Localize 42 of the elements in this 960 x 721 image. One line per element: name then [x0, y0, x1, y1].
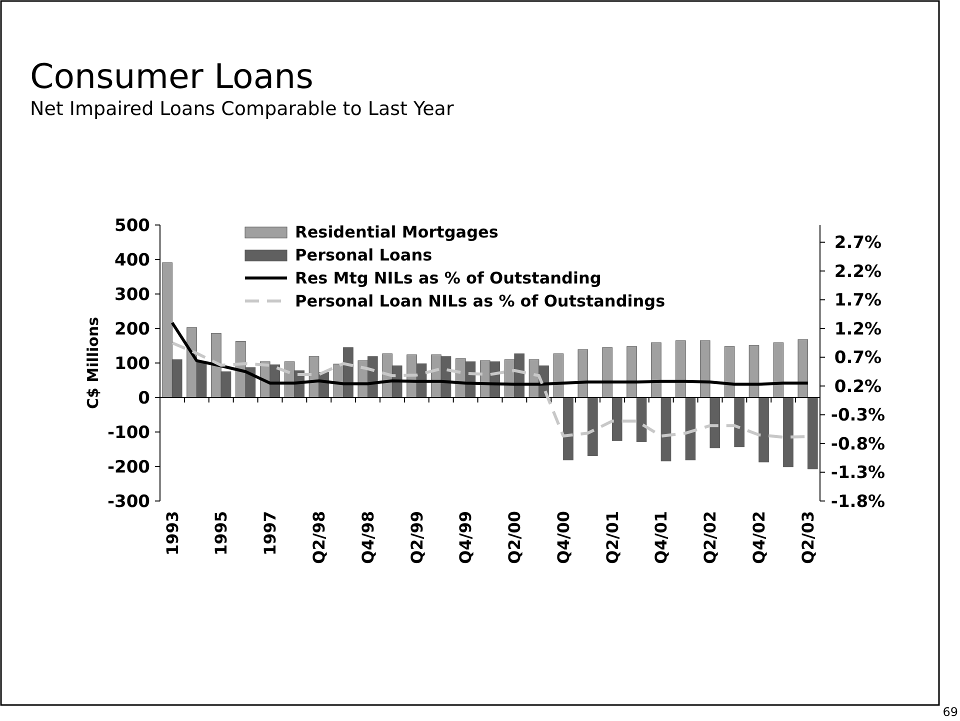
y2-tick-label: 0.7%	[834, 348, 882, 368]
x-tick-label: Q4/02	[749, 511, 768, 564]
x-tick-label: Q2/03	[798, 511, 818, 564]
x-tick-label: Q2/02	[700, 511, 720, 564]
legend-label: Personal Loans	[295, 246, 432, 265]
y2-tick-label: -0.3%	[830, 406, 886, 426]
chart-subtitle: Net Impaired Loans Comparable to Last Year	[30, 98, 454, 120]
x-tick-label: Q4/00	[554, 511, 573, 564]
x-tick-label: Q4/99	[456, 511, 476, 564]
y-tick-label: 500	[114, 216, 150, 236]
x-tick-label: 1993	[162, 511, 182, 556]
y2-tick-label: -1.8%	[830, 492, 886, 512]
y-tick-label: -200	[107, 457, 150, 478]
legend-label: Res Mtg NILs as % of Outstanding	[295, 268, 602, 288]
y-tick-label: -300	[107, 492, 150, 512]
x-tick-label: Q4/01	[652, 511, 671, 564]
legend-label: Personal Loan NILs as % of Outstandings	[295, 292, 666, 311]
y2-tick-label: 1.2%	[834, 319, 882, 340]
y-tick-label: 200	[114, 319, 150, 340]
y-tick-label: 300	[114, 284, 150, 305]
x-tick-label: 1997	[260, 511, 280, 556]
y-axis-title: C$ Millions	[84, 316, 102, 410]
y2-tick-label: 1.7%	[834, 290, 882, 311]
y2-tick-label: 2.7%	[834, 233, 882, 254]
chart-title: Consumer Loans	[30, 57, 314, 97]
x-tick-label: Q2/98	[309, 511, 328, 564]
y-tick-label: 0	[138, 388, 150, 408]
x-tick-label: Q2/01	[602, 511, 622, 564]
y2-tick-label: -0.8%	[830, 434, 886, 454]
y2-tick-label: 2.2%	[834, 262, 882, 282]
text: 69	[942, 705, 958, 719]
x-tick-label: 1995	[212, 511, 231, 556]
y-tick-label: 400	[114, 250, 150, 270]
y-tick-label: -100	[107, 422, 150, 443]
line-series	[170, 321, 810, 386]
legend-label: Residential Mortgages	[295, 222, 498, 242]
y2-tick-label: 0.2%	[834, 376, 882, 397]
x-tick-label: Q4/98	[358, 511, 378, 564]
x-tick-label: Q2/99	[407, 511, 426, 564]
x-tick-label: Q2/00	[505, 511, 524, 564]
y-tick-label: 100	[114, 354, 150, 374]
y2-tick-label: -1.3%	[830, 463, 886, 484]
